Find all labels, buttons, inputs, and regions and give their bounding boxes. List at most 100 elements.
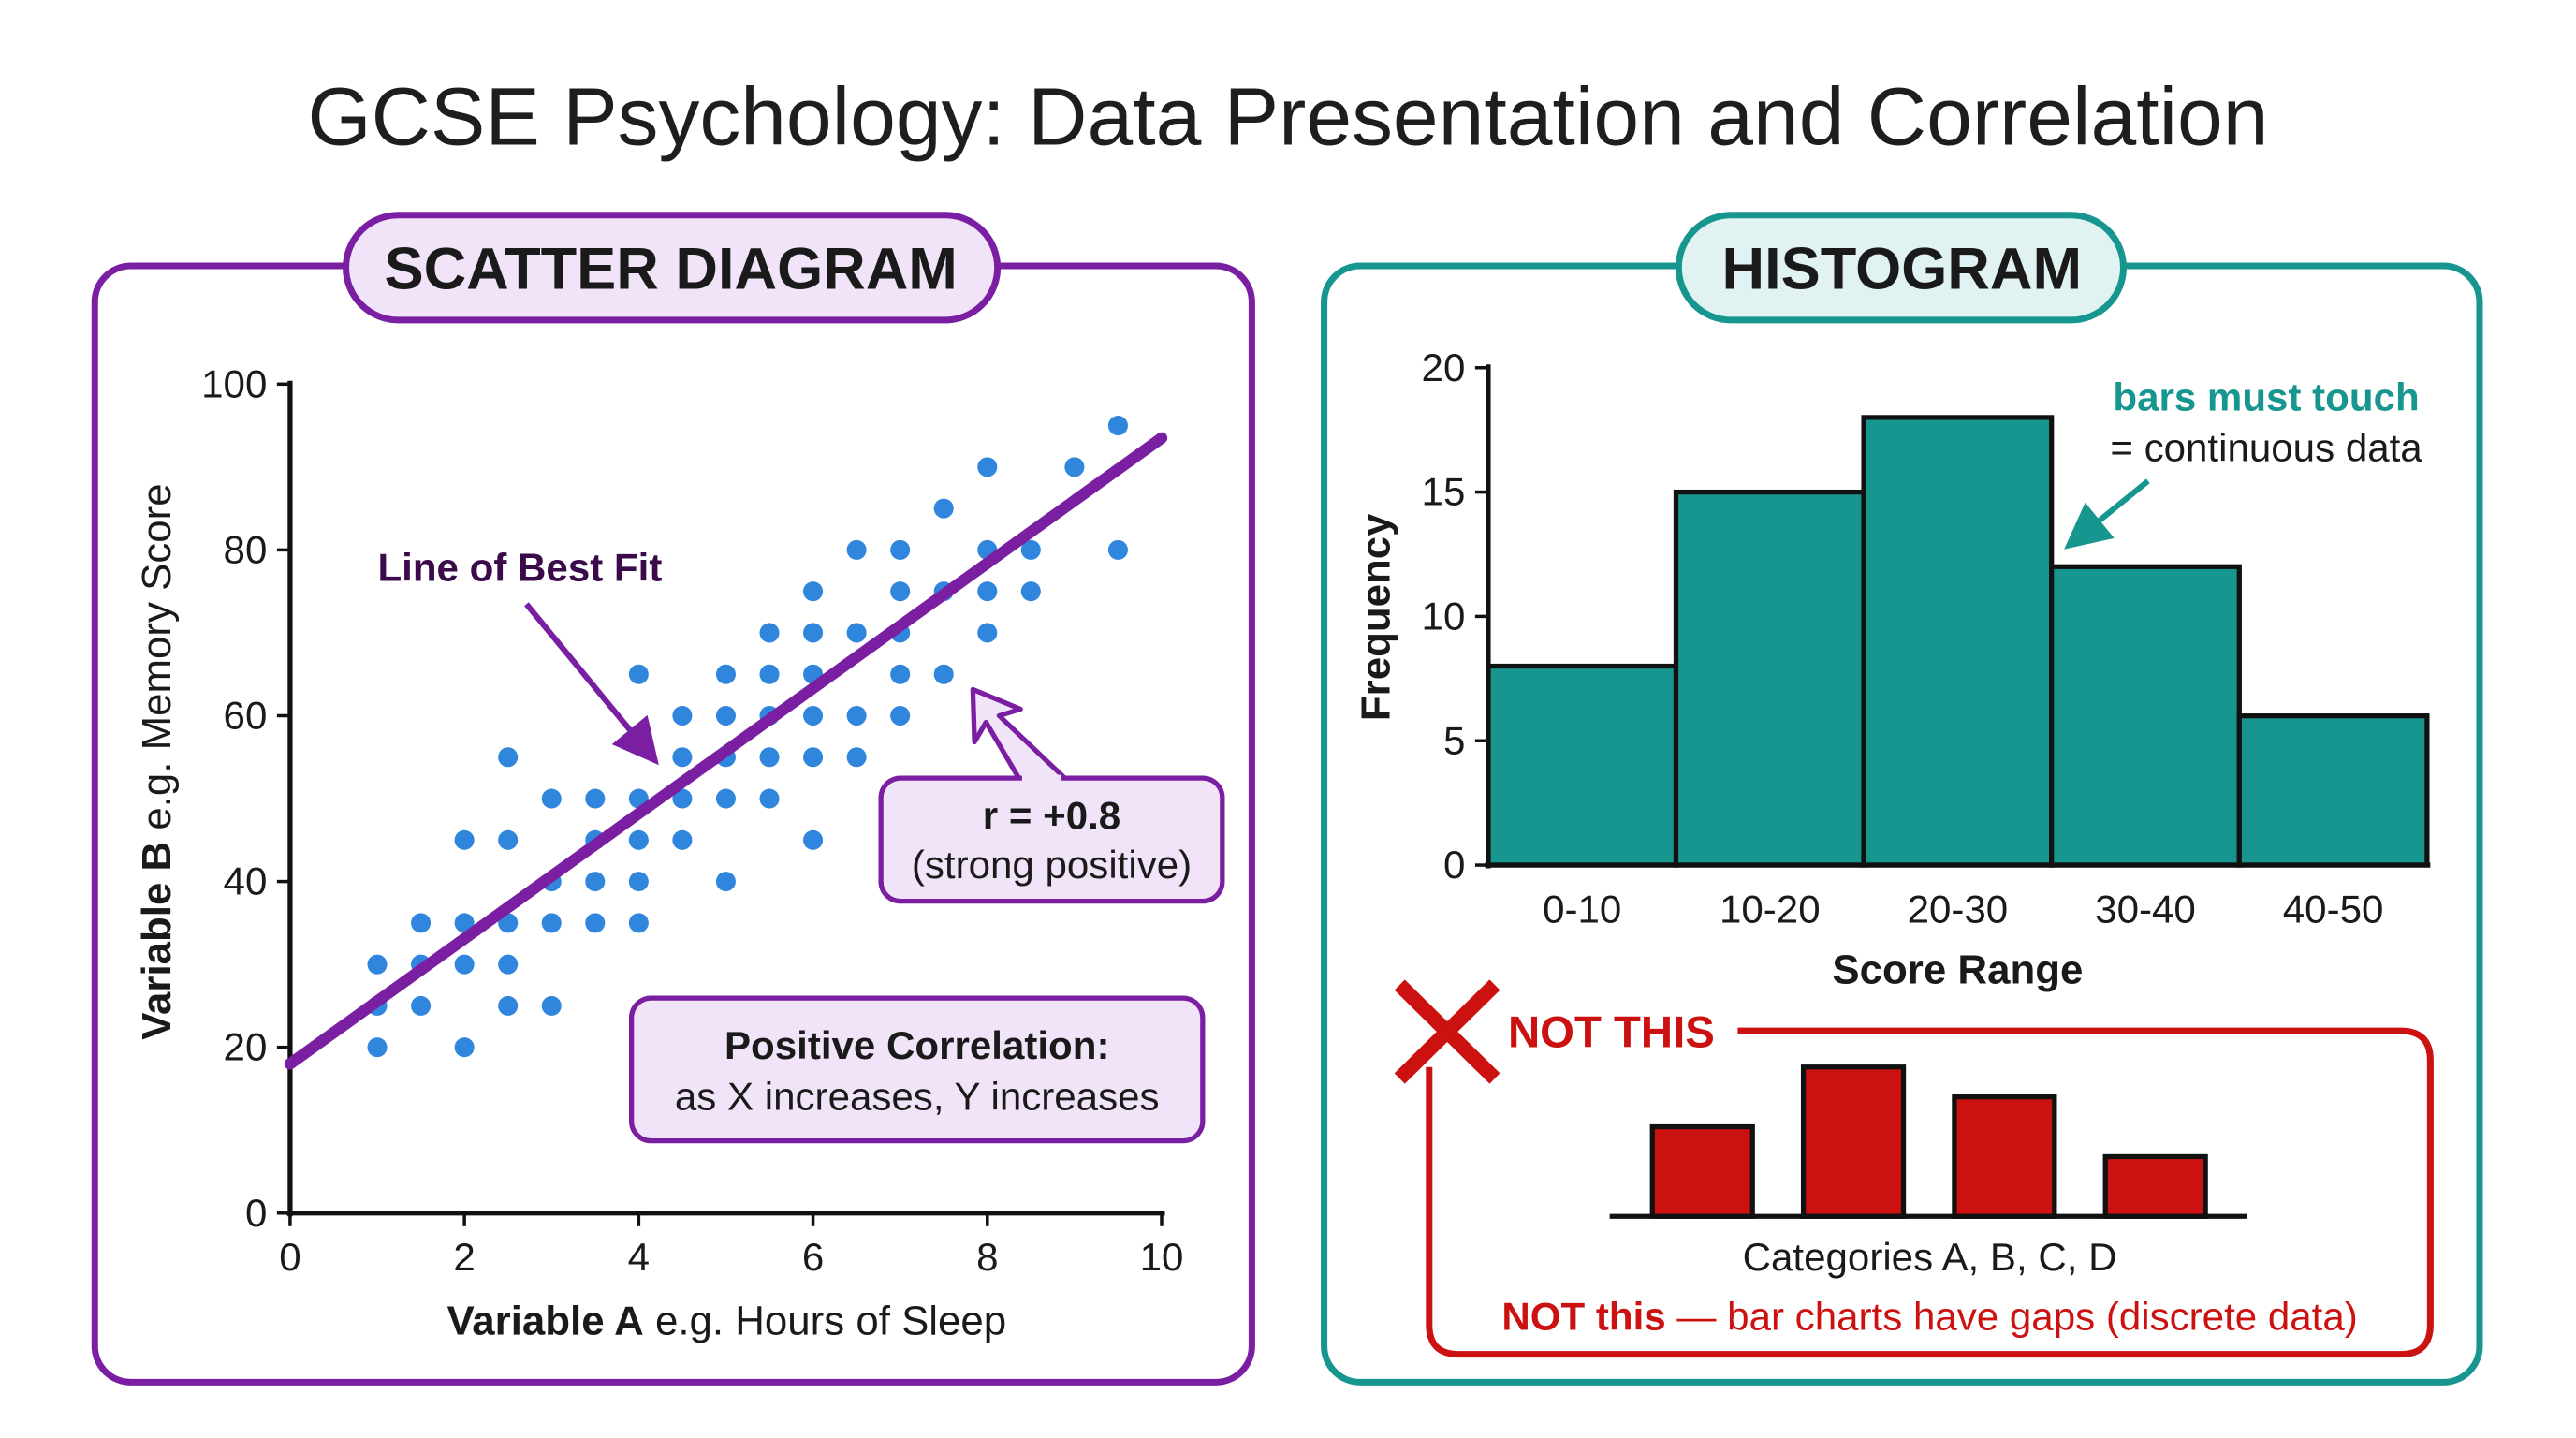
scatter-point <box>411 913 432 933</box>
histogram-bar <box>2049 564 2242 868</box>
correlation-description: as X increases, Y increases <box>675 1074 1160 1118</box>
y-tick-label: 60 <box>224 694 268 738</box>
x-tick-label: 8 <box>976 1235 998 1279</box>
scatter-point <box>367 1037 388 1058</box>
y-axis-label: Variable B e.g. Memory Score <box>134 483 180 1039</box>
bars-touch-note: bars must touch <box>2113 374 2419 418</box>
histogram-heading: HISTOGRAM <box>1722 237 2083 302</box>
y-tick-label: 0 <box>245 1191 267 1235</box>
scatter-point <box>454 829 475 850</box>
scatter-point <box>1020 581 1041 602</box>
bar-example-bar <box>1649 1123 1755 1219</box>
scatter-point <box>1107 539 1128 560</box>
scatter-point <box>498 829 519 850</box>
bar-chart-example <box>1609 1064 2247 1219</box>
not-this-caption-bold: NOT this <box>1501 1294 1665 1338</box>
scatter-point <box>585 913 606 933</box>
hist-y-tick-label: 15 <box>1422 470 1466 514</box>
scatter-point <box>846 623 867 643</box>
scatter-point <box>1064 457 1085 477</box>
hist-y-tick-label: 5 <box>1443 718 1465 762</box>
continuous-data-note: = continuous data <box>2110 426 2422 470</box>
not-this-heading: NOT THIS <box>1508 1008 1715 1058</box>
scatter-heading-pill <box>343 212 1002 324</box>
histogram-bar <box>1861 415 2055 868</box>
page-title: GCSE Psychology: Data Presentation and C… <box>307 70 2268 162</box>
scatter-point <box>977 457 998 477</box>
scatter-point <box>411 995 432 1016</box>
hist-y-axis-label: Frequency <box>1354 513 1399 721</box>
scatter-point <box>715 788 736 809</box>
scatter-point <box>498 954 519 975</box>
scatter-point <box>803 747 824 768</box>
y-tick-label: 40 <box>224 859 268 903</box>
histogram-bar <box>2236 713 2430 868</box>
scatter-point <box>454 913 475 933</box>
scatter-point <box>454 954 475 975</box>
scatter-point <box>367 954 388 975</box>
scatter-point <box>628 913 649 933</box>
hist-x-axis-label: Score Range <box>1832 946 2083 992</box>
scatter-point <box>715 705 736 726</box>
scatter-point <box>628 664 649 684</box>
scatter-point <box>803 829 824 850</box>
hist-y-tick-label: 0 <box>1443 843 1465 887</box>
scatter-point <box>759 788 780 809</box>
hist-y-tick-label: 10 <box>1422 594 1466 638</box>
x-tick-label: 4 <box>628 1235 650 1279</box>
scatter-point <box>846 705 867 726</box>
x-tick-label: 2 <box>453 1235 475 1279</box>
not-this-caption-text: — bar charts have gaps (discrete data) <box>1666 1294 2358 1338</box>
scatter-point <box>846 747 867 768</box>
y-tick-label: 100 <box>201 361 267 405</box>
hist-x-tick-label: 40-50 <box>2283 887 2384 931</box>
scatter-point <box>672 747 693 768</box>
bar-example-bar <box>1800 1064 1907 1219</box>
scatter-point <box>672 829 693 850</box>
x-tick-label: 10 <box>1140 1235 1184 1279</box>
bar-example-bar <box>2102 1153 2208 1219</box>
bar-example-label: Categories A, B, C, D <box>1743 1235 2117 1279</box>
best-fit-arrow <box>524 602 659 766</box>
r-value: r = +0.8 <box>983 793 1120 837</box>
scatter-point <box>628 829 649 850</box>
scatter-point <box>498 747 519 768</box>
correlation-box <box>629 995 1206 1144</box>
x-axis-label: Variable A e.g. Hours of Sleep <box>446 1299 1006 1344</box>
scatter-point <box>890 539 911 560</box>
not-this-box <box>1426 1027 2434 1358</box>
scatter-point <box>541 788 562 809</box>
y-tick-label: 20 <box>224 1025 268 1069</box>
scatter-point <box>672 788 693 809</box>
scatter-point <box>890 705 911 726</box>
r-value-arrow-icon <box>970 686 1067 781</box>
hist-x-tick-label: 20-30 <box>1908 887 2009 931</box>
histogram-heading-pill <box>1675 212 2127 324</box>
y-axis-label-bold: Variable B <box>134 842 180 1040</box>
not-this-caption: NOT this — bar charts have gaps (discret… <box>1501 1294 2357 1338</box>
bars-touch-arrow <box>2064 478 2150 550</box>
scatter-point <box>585 788 606 809</box>
y-tick-label: 80 <box>224 527 268 571</box>
hist-y-tick-label: 20 <box>1422 345 1466 389</box>
scatter-point <box>1020 539 1041 560</box>
histogram-bar <box>1486 663 1679 868</box>
x-axis-label-rest: e.g. Hours of Sleep <box>644 1299 1006 1344</box>
y-axis-label-rest: e.g. Memory Score <box>134 483 180 841</box>
best-fit-label: Line of Best Fit <box>377 546 662 590</box>
correlation-title: Positive Correlation: <box>724 1023 1110 1067</box>
scatter-point <box>933 664 954 684</box>
scatter-point <box>846 539 867 560</box>
scatter-point <box>715 872 736 892</box>
scatter-point <box>759 664 780 684</box>
scatter-point <box>672 705 693 726</box>
scatter-point <box>498 913 519 933</box>
r-description: (strong positive) <box>912 843 1192 887</box>
hist-x-tick-label: 30-40 <box>2095 887 2196 931</box>
scatter-point <box>977 581 998 602</box>
scatter-point <box>759 747 780 768</box>
scatter-point <box>541 913 562 933</box>
